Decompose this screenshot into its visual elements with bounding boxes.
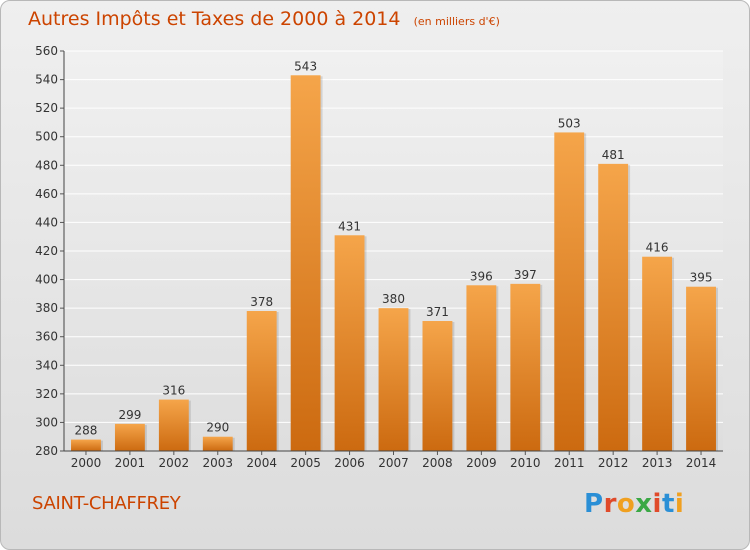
data-label: 395 — [690, 271, 713, 285]
chart-subtitle: (en milliers d'€) — [413, 15, 500, 28]
data-label: 503 — [558, 116, 581, 130]
bar — [158, 399, 189, 451]
y-tick-label: 320 — [35, 387, 58, 401]
bar — [378, 308, 409, 451]
y-tick-label: 280 — [35, 444, 58, 458]
data-label: 431 — [338, 219, 361, 233]
logo-letter: o — [616, 489, 636, 519]
x-tick-label: 2007 — [378, 456, 409, 470]
bar — [642, 256, 673, 451]
y-tick-label: 300 — [35, 415, 58, 429]
logo-letter: i — [674, 489, 685, 519]
x-tick-label: 2014 — [686, 456, 717, 470]
bar — [290, 75, 321, 452]
logo-letter: r — [603, 489, 617, 519]
chart-header: Autres Impôts et Taxes de 2000 à 2014 (e… — [28, 8, 500, 30]
bar — [554, 132, 585, 451]
data-label: 371 — [426, 305, 449, 319]
bar — [71, 439, 101, 451]
data-label: 416 — [646, 241, 669, 255]
y-tick-label: 540 — [35, 73, 58, 87]
data-label: 378 — [250, 295, 273, 309]
y-tick-label: 560 — [35, 44, 58, 58]
data-label: 288 — [75, 424, 98, 438]
y-tick-label: 520 — [35, 101, 58, 115]
data-label: 299 — [118, 408, 141, 422]
data-label: 290 — [206, 421, 229, 435]
x-tick-label: 2012 — [598, 456, 629, 470]
x-tick-label: 2006 — [334, 456, 365, 470]
x-tick-label: 2005 — [290, 456, 321, 470]
data-label: 481 — [602, 148, 625, 162]
bar — [598, 163, 629, 451]
data-label: 316 — [162, 384, 185, 398]
logo-letter: i — [652, 489, 662, 519]
bar — [510, 283, 541, 451]
y-tick-label: 500 — [35, 130, 58, 144]
bar — [246, 311, 277, 451]
y-tick-label: 400 — [35, 273, 58, 287]
x-tick-label: 2013 — [642, 456, 673, 470]
x-tick-label: 2003 — [202, 456, 233, 470]
y-tick-label: 480 — [35, 158, 58, 172]
bar — [466, 285, 497, 451]
bar — [202, 436, 233, 451]
bar — [422, 321, 453, 451]
x-tick-label: 2004 — [246, 456, 277, 470]
bar — [686, 286, 716, 451]
y-tick-label: 460 — [35, 187, 58, 201]
bar — [334, 235, 365, 451]
town-name: SAINT-CHAFFREY — [32, 493, 181, 514]
x-tick-label: 2001 — [115, 456, 146, 470]
chart-title: Autres Impôts et Taxes de 2000 à 2014 — [28, 8, 401, 30]
y-tick-label: 420 — [35, 244, 58, 258]
x-tick-label: 2009 — [466, 456, 497, 470]
y-tick-label: 340 — [35, 358, 58, 372]
data-label: 397 — [514, 268, 537, 282]
x-tick-label: 2010 — [510, 456, 541, 470]
data-label: 543 — [294, 59, 317, 73]
x-tick-label: 2008 — [422, 456, 453, 470]
logo-letter: t — [661, 489, 675, 519]
y-tick-label: 380 — [35, 301, 58, 315]
bar — [114, 423, 145, 451]
x-tick-label: 2000 — [71, 456, 102, 470]
logo-letter: P — [584, 489, 604, 519]
x-tick-label: 2002 — [159, 456, 190, 470]
proxiti-logo[interactable]: Proxiti — [584, 489, 684, 519]
x-tick-label: 2011 — [554, 456, 585, 470]
data-label: 396 — [470, 269, 493, 283]
y-tick-label: 360 — [35, 330, 58, 344]
data-label: 380 — [382, 292, 405, 306]
logo-letter: x — [635, 489, 653, 519]
y-tick-label: 440 — [35, 215, 58, 229]
